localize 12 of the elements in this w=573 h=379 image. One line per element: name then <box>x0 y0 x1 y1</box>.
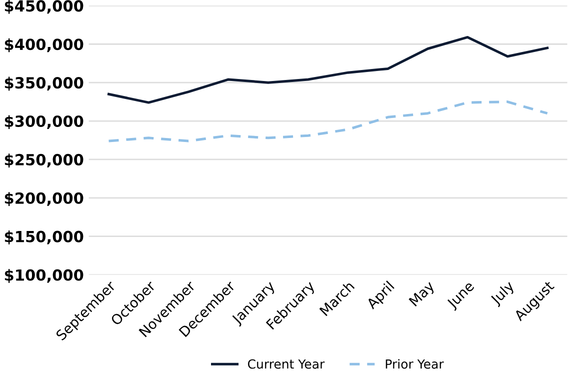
y-tick-label: $400,000 <box>4 38 84 52</box>
y-tick-label: $450,000 <box>4 0 84 14</box>
y-tick-label: $300,000 <box>4 115 84 130</box>
y-tick-label: $200,000 <box>4 192 84 206</box>
line-series <box>108 100 549 142</box>
y-tick-label: $250,000 <box>4 154 84 168</box>
legend-label: Prior Year <box>386 359 444 369</box>
y-tick-label: $150,000 <box>4 230 84 244</box>
legend-label: Current Year <box>248 359 325 369</box>
line-series <box>108 36 549 104</box>
y-tick-label: $100,000 <box>4 268 84 283</box>
y-tick-label: $350,000 <box>4 76 84 91</box>
